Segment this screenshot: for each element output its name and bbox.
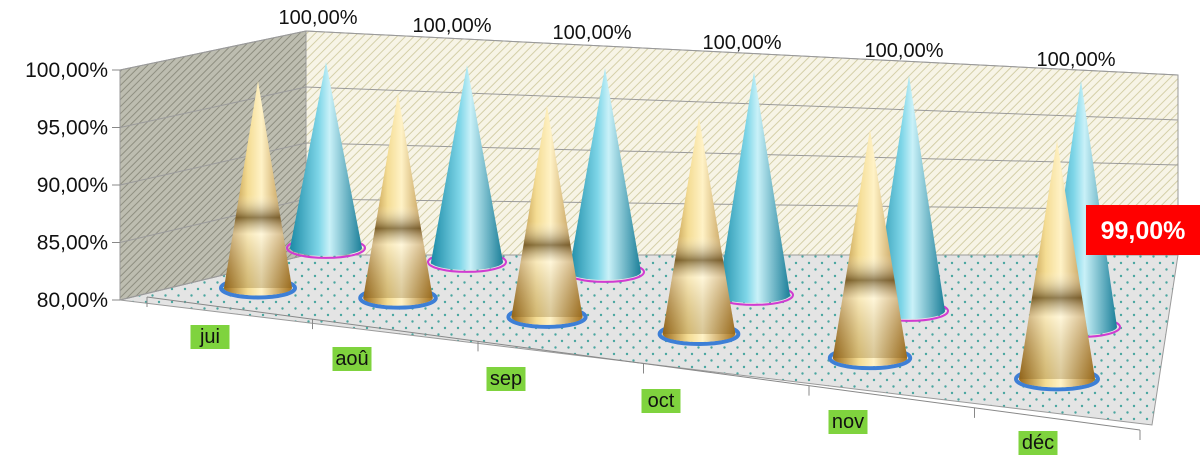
y-tick-label: 80,00% [37,289,108,312]
data-label: 100,00% [865,40,944,62]
x-tick-label: déc [1022,432,1054,454]
gold-cone-shading [363,93,433,298]
x-axis: jui aoû sep oct nov déc [146,296,1141,455]
blue-cone-body [873,75,945,319]
x-tick-label: jui [199,326,220,348]
y-tick-label: 85,00% [37,232,108,255]
gridline-side [119,30,307,71]
gold-cone-shading [832,129,908,358]
x-tick-label-background [641,389,681,413]
data-label: 100,00% [279,7,358,29]
cone-bars [219,62,1121,392]
data-label: 100,00% [703,32,782,54]
gold-cone-shading [511,105,583,317]
gold-cone-shading [1019,140,1095,379]
gridline-side [119,142,307,186]
y-axis: 80,00% 85,00% 90,00% 95,00% 100,00% [25,59,120,312]
blue-cone [286,62,366,259]
y-tick-label: 100,00% [25,59,108,82]
gold-cone-shading [224,80,292,288]
callout-text: 99,00% [1101,217,1186,245]
y-tick-label: 90,00% [37,174,108,197]
x-tick-label-background [486,367,526,391]
value-callout: 99,00% [1086,205,1200,255]
x-tick-label-background [190,325,230,349]
gold-cone [358,93,438,310]
gridline-side [119,86,307,128]
x-tick-label: sep [490,368,522,390]
x-tick-label-background [1018,431,1058,455]
data-label: 100,00% [413,15,492,37]
data-labels: 100,00% 100,00% 100,00% 100,00% 100,00% 100,0… [279,7,1116,71]
gold-cone [657,116,741,347]
gold-cone-shading [662,116,736,334]
gridline-back [305,86,1179,121]
blue-cone-body [569,68,641,280]
gridline-back [305,30,1179,76]
x-tick-label-background [828,410,868,434]
blue-cone-body [290,62,362,256]
blue-cone-body [718,71,790,303]
gold-cone [506,105,588,329]
gold-cone [827,129,913,371]
gold-cone [1014,140,1100,392]
y-tick-label: 95,00% [37,117,108,140]
gold-cone [219,80,297,300]
data-label: 100,00% [1037,49,1116,71]
blue-cone [427,65,507,273]
data-label: 100,00% [553,22,632,44]
callout-background [1086,205,1200,255]
x-tick-label: oct [648,390,675,412]
x-tick-label: aoû [335,348,368,370]
x-tick-label: nov [832,411,864,433]
blue-cone-body [431,65,503,270]
x-tick-label-background [332,347,372,371]
